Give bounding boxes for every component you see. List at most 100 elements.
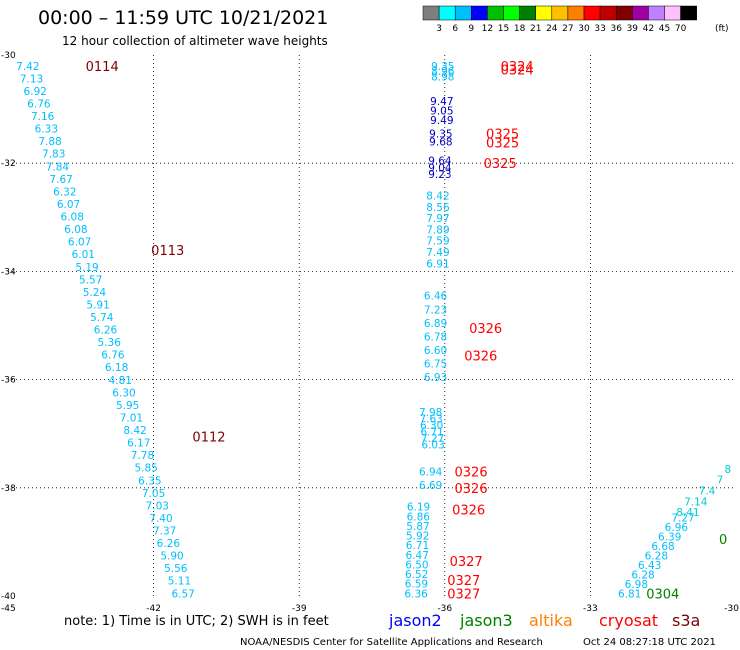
mission-legend-s3a: s3a (672, 611, 700, 630)
wave-height-value: 7.88 (38, 136, 61, 148)
wave-height-value: 9.68 (429, 137, 452, 149)
wave-height-value: 8.41 (676, 507, 699, 519)
mission-legend-cryosat: cryosat (599, 611, 658, 630)
wave-height-value: 6.59 (405, 579, 428, 591)
pass-time-label: 0324 (501, 64, 534, 79)
wave-height-value: 6.57 (171, 588, 194, 600)
colorbar-swatch (551, 5, 569, 21)
pass-time-label: 0326 (455, 482, 488, 497)
wave-height-value: 6.43 (638, 560, 661, 572)
wave-height-value: 7.83 (42, 149, 65, 161)
pass-time-label: 0325 (486, 127, 519, 142)
wave-height-value: 6.26 (157, 538, 181, 550)
wave-height-value: 7.98 (419, 407, 442, 419)
wave-height-value: 5.24 (83, 287, 107, 299)
wave-height-value: 9.05 (430, 105, 453, 117)
wave-height-value: 7.27 (421, 433, 444, 445)
colorbar-swatch (583, 5, 601, 21)
pass-time-label: 0326 (464, 349, 497, 364)
x-tick-label: -42 (146, 604, 161, 614)
wave-height-value: 6.93 (424, 372, 447, 384)
pass-time-label: 0326 (469, 322, 502, 337)
wave-height-value: 6.08 (61, 212, 84, 224)
wave-height-value: 7.84 (46, 161, 70, 173)
pass-time-label: 0114 (86, 60, 119, 75)
wave-height-value: 7.42 (16, 61, 39, 73)
wave-height-value: 7.37 (153, 526, 176, 538)
colorbar-swatch (615, 5, 633, 21)
wave-height-value: 6.89 (424, 318, 447, 330)
mission-legend-jason3: jason3 (459, 611, 513, 630)
colorbar-label: 9 (468, 24, 474, 34)
wave-height-value: 7.14 (684, 496, 708, 508)
x-tick-label: -30 (724, 604, 739, 614)
wave-height-value: 5.91 (86, 299, 109, 311)
wave-height-value: 8.56 (426, 202, 450, 214)
wave-height-value: 6.07 (68, 237, 91, 249)
colorbar-label: 33 (594, 24, 605, 34)
wave-height-value: 6.08 (64, 224, 87, 236)
colorbar-swatch (519, 5, 536, 21)
wave-height-value: 7.05 (142, 488, 165, 500)
wave-height-value: 6.26 (94, 325, 118, 337)
pass-time-label: 0325 (484, 157, 517, 172)
color-scale-legend: 3 6 9 12 15 18 21 24 27 30 33 36 39 42 45 70 (ft) (422, 5, 729, 34)
footer-timestamp: Oct 24 08:27:18 UTC 2021 (583, 637, 716, 648)
colorbar-label: 30 (578, 24, 590, 34)
wave-height-value: 7.67 (49, 174, 72, 186)
wave-height-value: 8 (724, 464, 731, 476)
wave-height-value: 7.59 (426, 236, 449, 248)
y-tick-label: -34 (1, 267, 16, 277)
footer-credit: NOAA/NESDIS Center for Satellite Applica… (240, 637, 543, 648)
wave-height-value: 7.49 (426, 247, 449, 259)
wave-height-value: 5.95 (116, 400, 139, 412)
pass-time-labels: 0114 032403240325032503250113032603260112… (86, 60, 728, 602)
wave-height-value: 6.28 (631, 569, 654, 581)
colorbar-label: 27 (562, 24, 573, 34)
wave-height-value: 5.90 (160, 551, 183, 563)
wave-height-value: 6.76 (27, 98, 51, 110)
wave-height-value: 5.36 (98, 337, 122, 349)
wave-height-value: 7.4 (699, 486, 716, 498)
colorbar-label: 24 (546, 24, 558, 34)
wave-height-value: 6.30 (420, 420, 443, 432)
wave-height-value: 6.32 (53, 186, 76, 198)
wave-height-value: 9.23 (428, 169, 451, 181)
x-tick-label: -45 (1, 604, 16, 614)
wave-height-value: 6.71 (406, 540, 429, 552)
colorbar-label: 12 (482, 24, 493, 34)
wave-height-value: 6.81 (618, 588, 641, 600)
wave-height-value: 5.19 (75, 262, 98, 274)
pass-time-label: 0112 (192, 430, 225, 445)
y-tick-label: -36 (1, 376, 16, 386)
wave-height-value: 7.97 (426, 213, 449, 225)
wave-height-value: 9.04 (428, 162, 452, 174)
wave-height-value: 7.01 (120, 412, 143, 424)
wave-height-value: 5.11 (168, 576, 191, 588)
wave-height-value: 6.30 (112, 387, 135, 399)
colorbar-unit: (ft) (715, 24, 729, 34)
wave-height-value: 6.07 (57, 199, 80, 211)
wave-height-value: 6.39 (658, 531, 681, 543)
colorbar-swatch (503, 5, 520, 21)
wave-height-value: 6.96 (665, 522, 689, 534)
wave-height-value: 6.36 (404, 588, 428, 600)
wave-height-value: 6.03 (421, 440, 444, 452)
y-tick-label: -30 (1, 51, 16, 61)
wave-height-value: 5.85 (134, 463, 157, 475)
colorbar-label: 3 (436, 24, 442, 34)
wave-height-value: 7 (717, 475, 724, 487)
grid-lines (8, 55, 736, 596)
wave-height-value: 6.18 (105, 362, 128, 374)
wave-height-value: 7.40 (149, 513, 172, 525)
wave-height-value: 7.78 (131, 450, 154, 462)
colorbar-swatch (680, 5, 697, 21)
y-tick-label: -38 (1, 484, 16, 494)
wave-height-value: 9.47 (430, 96, 453, 108)
wave-height-value: 6.33 (35, 124, 58, 136)
colorbar-swatch (438, 5, 456, 21)
colorbar-label: 6 (452, 24, 458, 34)
wave-height-value: 8.96 (431, 66, 455, 78)
wave-height-value: 5.57 (79, 274, 102, 286)
